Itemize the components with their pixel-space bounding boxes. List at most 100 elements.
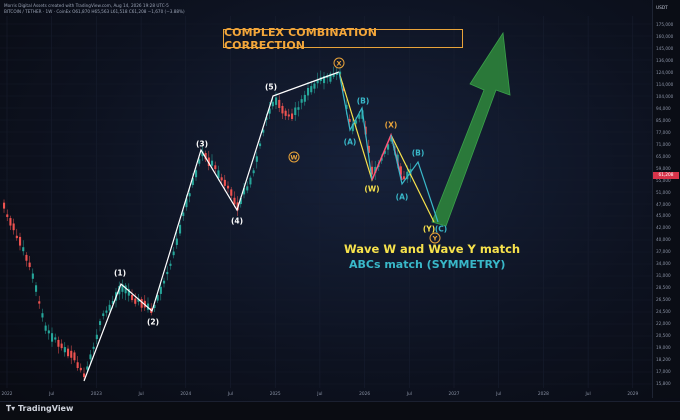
wave-label-y-circle: Y xyxy=(429,232,441,244)
candle-body xyxy=(227,185,230,189)
price-tick-label: 65,000 xyxy=(656,153,671,159)
time-tick-label: 2026 xyxy=(359,392,371,397)
candle-body xyxy=(175,238,178,245)
price-tick-label: 18,200 xyxy=(656,357,671,363)
candle-body xyxy=(12,223,15,231)
candle-body xyxy=(345,104,348,110)
candle-body xyxy=(233,197,236,205)
price-tick-label: 28,500 xyxy=(656,285,671,291)
candle-body xyxy=(83,373,86,378)
candle-body xyxy=(323,76,326,84)
candle-body xyxy=(383,150,386,154)
time-tick-label: 2025 xyxy=(269,392,281,397)
currency-label: USDT xyxy=(656,6,668,11)
time-tick-label: 2027 xyxy=(448,392,460,397)
current-price-badge: 61,208 xyxy=(653,172,679,179)
candle-body xyxy=(102,313,105,317)
candle-body xyxy=(211,160,214,166)
price-tick-label: 40,000 xyxy=(656,237,671,243)
candle-body xyxy=(332,73,335,77)
price-tick-label: 160,000 xyxy=(656,33,674,39)
candle-body xyxy=(169,263,172,266)
wave-label-b2: (B) xyxy=(411,148,425,158)
candle-body xyxy=(121,284,124,292)
candle-body xyxy=(9,218,12,226)
candle-body xyxy=(313,83,316,89)
price-tick-label: 94,000 xyxy=(656,105,671,111)
time-tick-label: Jul xyxy=(138,392,144,397)
time-tick-label: Jul xyxy=(496,392,502,397)
candle-body xyxy=(303,94,306,102)
candle-body xyxy=(316,79,319,84)
candle-body xyxy=(275,97,278,105)
time-tick-label: 2029 xyxy=(627,392,639,397)
candle-body xyxy=(278,99,281,108)
candle-body xyxy=(111,301,114,304)
candle-body xyxy=(137,298,140,302)
candle-body xyxy=(73,352,76,361)
wave-label-x-mid: (X) xyxy=(384,120,398,130)
candlestick-series xyxy=(3,66,412,380)
candle-body xyxy=(166,271,169,275)
candle-body xyxy=(310,86,313,93)
candle-body xyxy=(284,110,287,116)
candle-body xyxy=(191,178,194,186)
price-tick-label: 104,000 xyxy=(656,93,674,99)
bullish-projection-arrow xyxy=(431,31,511,227)
wave-label-w-paren: (W) xyxy=(364,184,380,194)
price-tick-label: 51,000 xyxy=(656,189,671,195)
candle-body xyxy=(204,153,207,160)
candle-body xyxy=(28,262,31,268)
tradingview-logo[interactable]: 𝐓▾ TradingView xyxy=(6,404,73,414)
price-tick-label: 37,000 xyxy=(656,249,671,255)
candle-body xyxy=(374,166,377,174)
candle-body xyxy=(351,123,354,132)
candle-body xyxy=(38,301,41,304)
price-tick-label: 85,000 xyxy=(656,117,671,123)
candle-body xyxy=(185,198,188,208)
price-tick-label: 145,000 xyxy=(656,45,674,51)
candle-body xyxy=(380,157,383,161)
candle-body xyxy=(153,304,156,309)
candle-body xyxy=(147,303,150,310)
candle-body xyxy=(70,350,73,358)
price-tick-label: 59,000 xyxy=(656,165,671,171)
candle-body xyxy=(390,138,393,142)
annotation-abc-symmetry: ABCs match (SYMMETRY) xyxy=(349,258,506,271)
price-tick-label: 22,000 xyxy=(656,321,671,327)
candle-body xyxy=(367,145,370,153)
candle-body xyxy=(54,337,57,340)
wave-label-1: (1) xyxy=(113,268,127,278)
candle-body xyxy=(63,347,66,353)
candle-body xyxy=(182,212,185,216)
wave-label-c2: (C) xyxy=(434,224,448,234)
candle-body xyxy=(44,325,47,331)
abc-wave-line-2 xyxy=(390,134,439,223)
candle-body xyxy=(188,193,191,197)
price-axis[interactable] xyxy=(652,0,680,398)
candle-body xyxy=(31,273,34,279)
candle-body xyxy=(198,159,201,164)
candle-body xyxy=(86,366,89,370)
price-tick-label: 71,000 xyxy=(656,141,671,147)
candle-body xyxy=(76,362,79,369)
candle-body xyxy=(406,171,409,180)
candle-body xyxy=(249,177,252,185)
price-tick-label: 26,500 xyxy=(656,297,671,303)
candle-body xyxy=(214,165,217,170)
candle-body xyxy=(403,176,406,180)
candle-body xyxy=(201,151,204,157)
price-tick-label: 114,000 xyxy=(656,81,674,87)
price-tick-label: 24,500 xyxy=(656,309,671,315)
candle-body xyxy=(371,166,374,175)
candle-body xyxy=(220,177,223,181)
price-tick-label: 42,000 xyxy=(656,225,671,231)
wave-label-5: (5) xyxy=(264,82,278,92)
time-tick-label: Jul xyxy=(585,392,591,397)
candle-body xyxy=(300,99,303,103)
candle-body xyxy=(217,170,220,179)
candle-body xyxy=(47,330,50,334)
candle-body xyxy=(252,170,255,174)
